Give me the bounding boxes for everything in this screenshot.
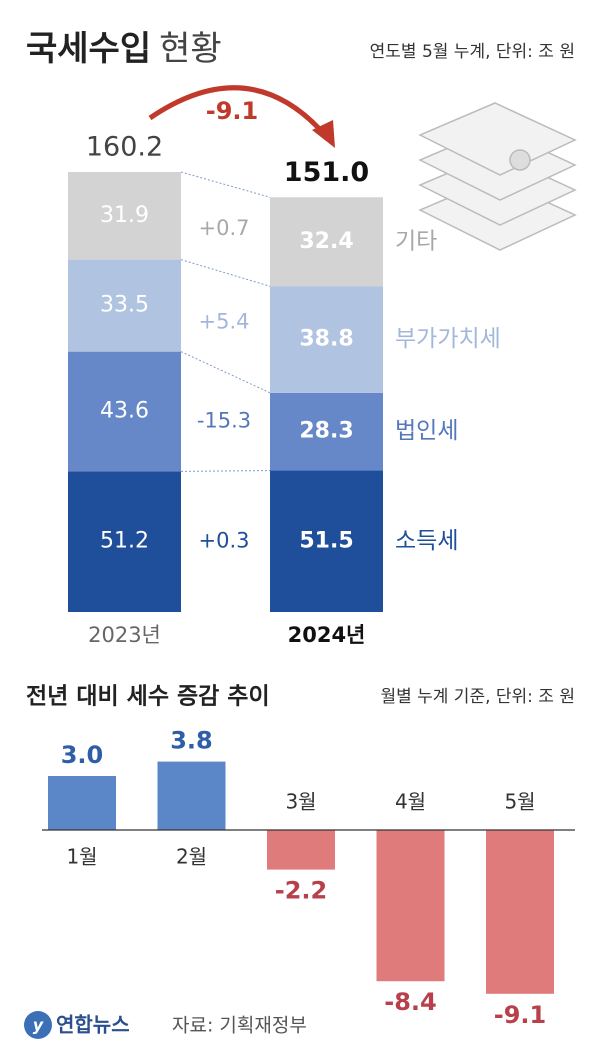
change-label: -9.1 bbox=[206, 97, 258, 125]
bar bbox=[376, 830, 445, 982]
bar bbox=[48, 776, 116, 830]
segment-label: 32.4 bbox=[299, 229, 353, 254]
chart-title: 전년 대비 세수 증감 추이 bbox=[26, 684, 270, 710]
segment-label: 51.5 bbox=[299, 528, 353, 553]
category-label: 2월 bbox=[176, 845, 207, 869]
change-arrowhead bbox=[312, 120, 335, 148]
footer: y 연합뉴스 자료: 기획재정부 bbox=[24, 1011, 307, 1039]
difference-label: +5.4 bbox=[199, 310, 250, 334]
segment-label: 28.3 bbox=[299, 419, 353, 444]
category-label: 3월 bbox=[285, 790, 316, 814]
title-main: 국세수입 bbox=[26, 29, 151, 69]
logo-mark bbox=[24, 1011, 52, 1039]
connector bbox=[180, 470, 271, 472]
value-label: 3.8 bbox=[170, 727, 213, 755]
source: 자료: 기획재정부 bbox=[172, 1015, 307, 1037]
bar-segment bbox=[68, 259, 181, 352]
legend-label: 법인세 bbox=[395, 418, 458, 444]
category-label: 5월 bbox=[504, 790, 535, 814]
bar bbox=[157, 761, 226, 830]
value-label: 3.0 bbox=[61, 741, 104, 769]
category-label: 1월 bbox=[66, 845, 97, 869]
bar-segment bbox=[270, 470, 383, 612]
total-label: 160.2 bbox=[86, 132, 163, 163]
logo-glyph: y bbox=[33, 1016, 44, 1035]
connector bbox=[180, 171, 271, 198]
chart-title: 국세수입 현황 bbox=[26, 29, 222, 69]
value-label: -2.2 bbox=[275, 877, 327, 905]
segment-label: 38.8 bbox=[299, 327, 353, 352]
difference-label: +0.3 bbox=[199, 528, 250, 552]
title-suffix: 현황 bbox=[159, 29, 222, 69]
segment-label: 51.2 bbox=[100, 529, 149, 554]
category-label: 4월 bbox=[395, 790, 426, 814]
bar-segment bbox=[68, 471, 181, 612]
logo: 연합뉴스 bbox=[56, 1013, 130, 1037]
bar-segment bbox=[68, 351, 181, 472]
bar-segment bbox=[270, 197, 383, 287]
total-label: 151.0 bbox=[284, 157, 369, 188]
bar-segment bbox=[270, 286, 383, 393]
legend-label: 소득세 bbox=[395, 528, 458, 554]
value-label: -8.4 bbox=[384, 988, 436, 1016]
category-label: 2024년 bbox=[288, 623, 366, 647]
legend-label: 기타 bbox=[395, 228, 437, 254]
bar-segment bbox=[270, 392, 383, 471]
legend-label: 부가가치세 bbox=[395, 326, 501, 352]
connector bbox=[180, 259, 271, 287]
bar bbox=[486, 830, 554, 994]
connector bbox=[180, 351, 271, 394]
segment-label: 31.9 bbox=[100, 203, 149, 228]
difference-label: +0.7 bbox=[199, 216, 250, 240]
segment-label: 43.6 bbox=[100, 399, 149, 424]
change-arrow bbox=[148, 85, 327, 137]
difference-label: -15.3 bbox=[197, 409, 251, 433]
value-label: -9.1 bbox=[494, 1001, 546, 1029]
chart-subtitle: 연도별 5월 누계, 단위: 조 원 bbox=[370, 42, 575, 62]
segment-label: 33.5 bbox=[100, 293, 149, 318]
money-icon bbox=[418, 102, 577, 251]
bar bbox=[267, 830, 335, 870]
chart-subtitle: 월별 누계 기준, 단위: 조 원 bbox=[380, 687, 575, 707]
category-label: 2023년 bbox=[88, 623, 161, 647]
bar-segment bbox=[68, 172, 181, 260]
